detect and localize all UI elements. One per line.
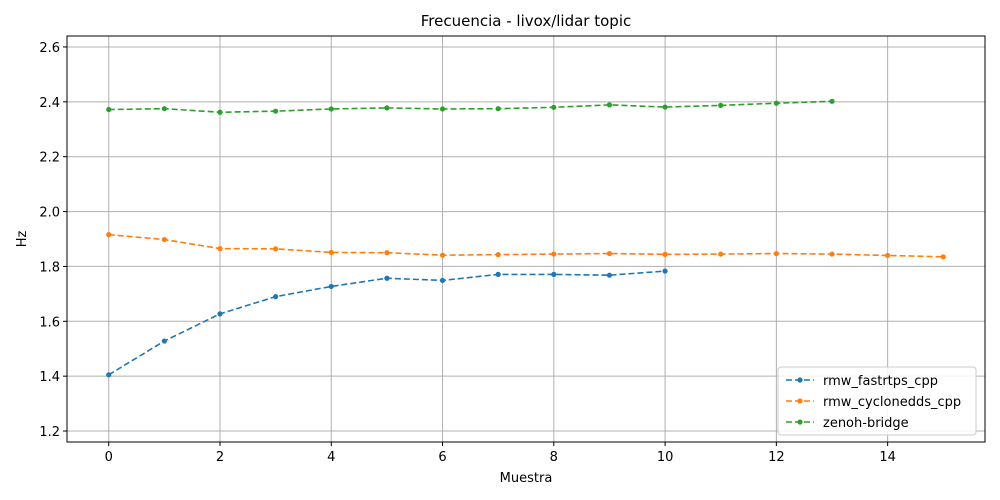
data-point [606, 102, 613, 108]
x-tick-label: 2 [216, 450, 224, 465]
legend-marker [797, 419, 803, 425]
y-tick-label: 2.4 [39, 96, 60, 111]
data-point [106, 106, 112, 113]
x-tick-label: 0 [105, 450, 113, 465]
data-point [662, 251, 668, 257]
data-point [773, 100, 779, 106]
data-point [551, 271, 557, 277]
x-tick-label: 12 [768, 450, 785, 465]
legend-marker [797, 398, 803, 404]
x-tick-label: 14 [879, 450, 896, 465]
data-point [217, 109, 223, 115]
data-point [606, 272, 613, 278]
data-point [217, 311, 223, 317]
data-point [106, 372, 112, 378]
series-line [108, 100, 833, 114]
y-tick-label: 2.0 [39, 206, 60, 221]
legend-label: rmw_fastrtps_cpp [823, 374, 938, 389]
y-axis-label: Hz [15, 231, 30, 248]
x-tick-label: 6 [438, 450, 446, 465]
data-point [662, 268, 668, 274]
y-tick-label: 2.2 [39, 151, 60, 166]
data-point [439, 252, 446, 258]
data-point [217, 246, 223, 252]
data-point [495, 252, 501, 258]
data-point [940, 254, 946, 260]
data-point [384, 250, 390, 256]
data-point [328, 283, 334, 290]
y-tick-label: 1.6 [39, 315, 60, 330]
data-point [439, 106, 446, 112]
data-point [606, 250, 613, 257]
data-point [273, 294, 279, 300]
data-point [495, 106, 501, 112]
data-point [885, 252, 891, 259]
data-point [106, 232, 112, 238]
data-point [384, 105, 390, 111]
y-tick-label: 1.4 [39, 370, 60, 385]
data-point [328, 249, 334, 256]
data-point [384, 275, 390, 281]
series-line [108, 233, 944, 258]
data-point [551, 104, 557, 110]
axis-ticks: 0 2 4 6 8 10 12 14 1.2 1.4 1.6 1.8 2.0 2.2 2.4 2.6 [39, 41, 896, 465]
plot-frame [66, 35, 986, 443]
data-point [439, 277, 446, 284]
legend: rmw_fastrtps_cpp rmw_cyclonedds_cpp zenoh-… [777, 366, 977, 436]
legend-label: zenoh-bridge [823, 416, 909, 431]
series-layer [106, 98, 946, 378]
x-tick-label: 10 [657, 450, 674, 465]
series-rmw_cyclonedds_cpp [106, 232, 946, 260]
series-rmw_fastrtps_cpp [106, 268, 668, 378]
data-point [718, 251, 724, 257]
legend-box [777, 366, 977, 436]
data-point [551, 251, 557, 257]
y-tick-label: 1.2 [39, 425, 60, 440]
data-point [328, 106, 334, 112]
data-point [161, 106, 167, 112]
data-point [273, 108, 279, 114]
legend-item: rmw_fastrtps_cpp [786, 374, 938, 389]
data-point [718, 102, 724, 109]
y-tick-label: 1.8 [39, 260, 60, 275]
data-point [829, 98, 835, 104]
data-point [273, 246, 279, 252]
series-zenoh-bridge [106, 98, 835, 115]
x-axis-label: Muestra [500, 471, 553, 486]
data-point [829, 251, 835, 257]
data-point [161, 236, 167, 243]
legend-item: rmw_cyclonedds_cpp [786, 395, 961, 410]
legend-label: rmw_cyclonedds_cpp [823, 395, 961, 410]
x-tick-label: 8 [550, 450, 558, 465]
y-tick-label: 2.6 [39, 41, 60, 56]
chart-title: Frecuencia - livox/lidar topic [421, 12, 631, 30]
legend-marker [797, 377, 803, 383]
data-point [773, 250, 779, 257]
data-point [662, 104, 668, 110]
x-tick-label: 4 [327, 450, 335, 465]
data-point [161, 338, 167, 344]
legend-item: zenoh-bridge [786, 416, 909, 431]
data-point [495, 271, 501, 277]
